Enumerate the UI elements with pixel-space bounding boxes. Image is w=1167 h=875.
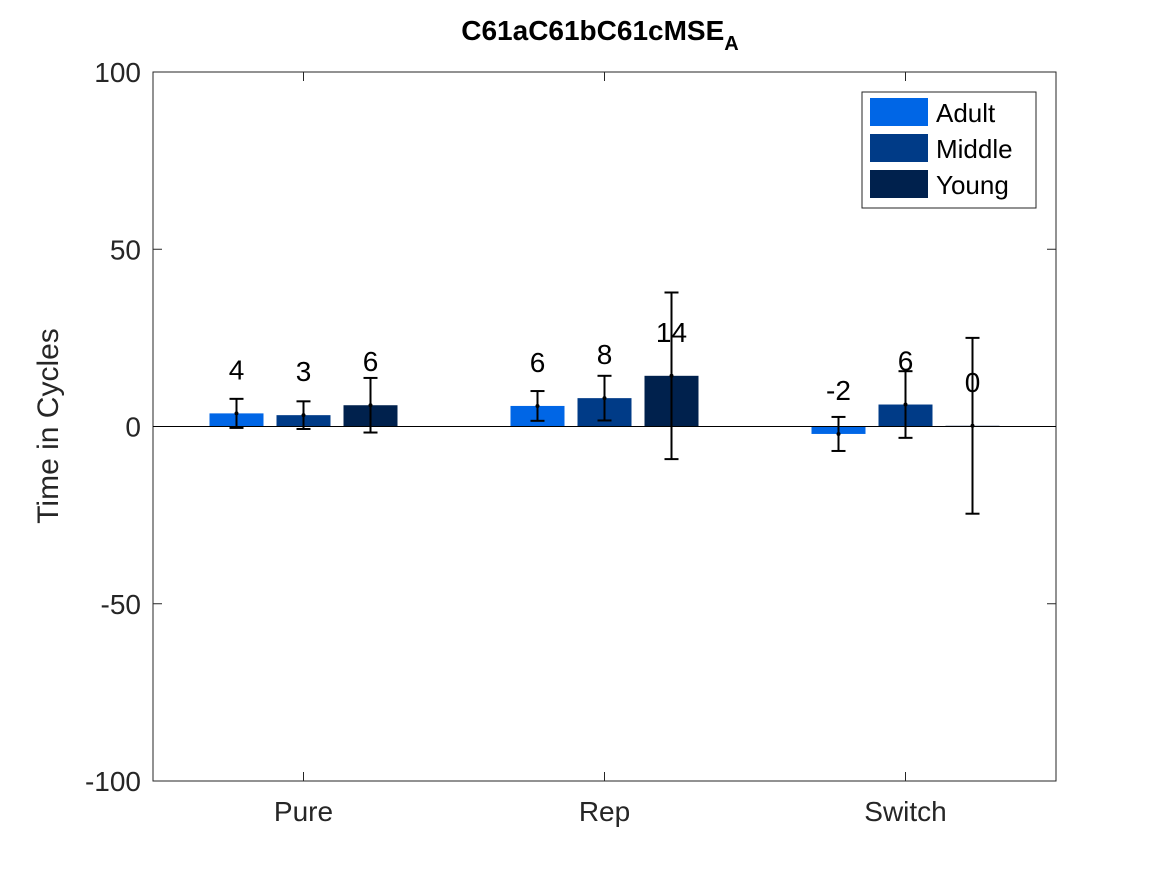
y-tick-label: 100 [94,57,141,88]
data-label: 8 [597,339,613,370]
data-label: 0 [965,367,981,398]
y-tick-label: 0 [125,412,141,443]
legend: Adult Middle Young [861,91,1037,209]
chart-marks: -100 -50 0 50 100 Pure Rep Switch 4 6 -2 3 8 6 6 14 0 [85,57,1056,827]
mean-point [301,413,306,418]
legend-swatch-adult [870,98,928,126]
data-label: 3 [296,356,312,387]
legend-label-adult: Adult [936,98,996,128]
y-tick-label: -50 [101,589,141,620]
legend-label-middle: Middle [936,134,1013,164]
y-tick-label: -100 [85,766,141,797]
data-label: 4 [229,354,245,385]
mean-point [903,402,908,407]
chart-title: C61aC61bC61cMSEA [461,15,738,55]
legend-swatch-young [870,170,928,198]
data-label: 6 [530,347,546,378]
mean-point [602,396,607,401]
data-label: 6 [363,346,379,377]
data-label: -2 [826,375,851,406]
mean-point [535,403,540,408]
x-tick-label: Switch [864,796,946,827]
y-axis-label: Time in Cycles [32,328,65,524]
legend-swatch-middle [870,134,928,162]
mean-point [368,403,373,408]
mean-point [970,423,975,428]
mean-point [836,431,841,436]
x-tick-label: Rep [579,796,630,827]
chart-title-main: C61aC61bC61cMSE [461,15,724,46]
mean-point [234,411,239,416]
data-label: 14 [656,317,687,348]
data-label: 6 [898,346,914,377]
mean-point [669,373,674,378]
x-tick-label: Pure [274,796,333,827]
y-tick-label: 50 [110,234,141,265]
chart-title-subscript: A [724,33,738,55]
legend-label-young: Young [936,170,1009,200]
